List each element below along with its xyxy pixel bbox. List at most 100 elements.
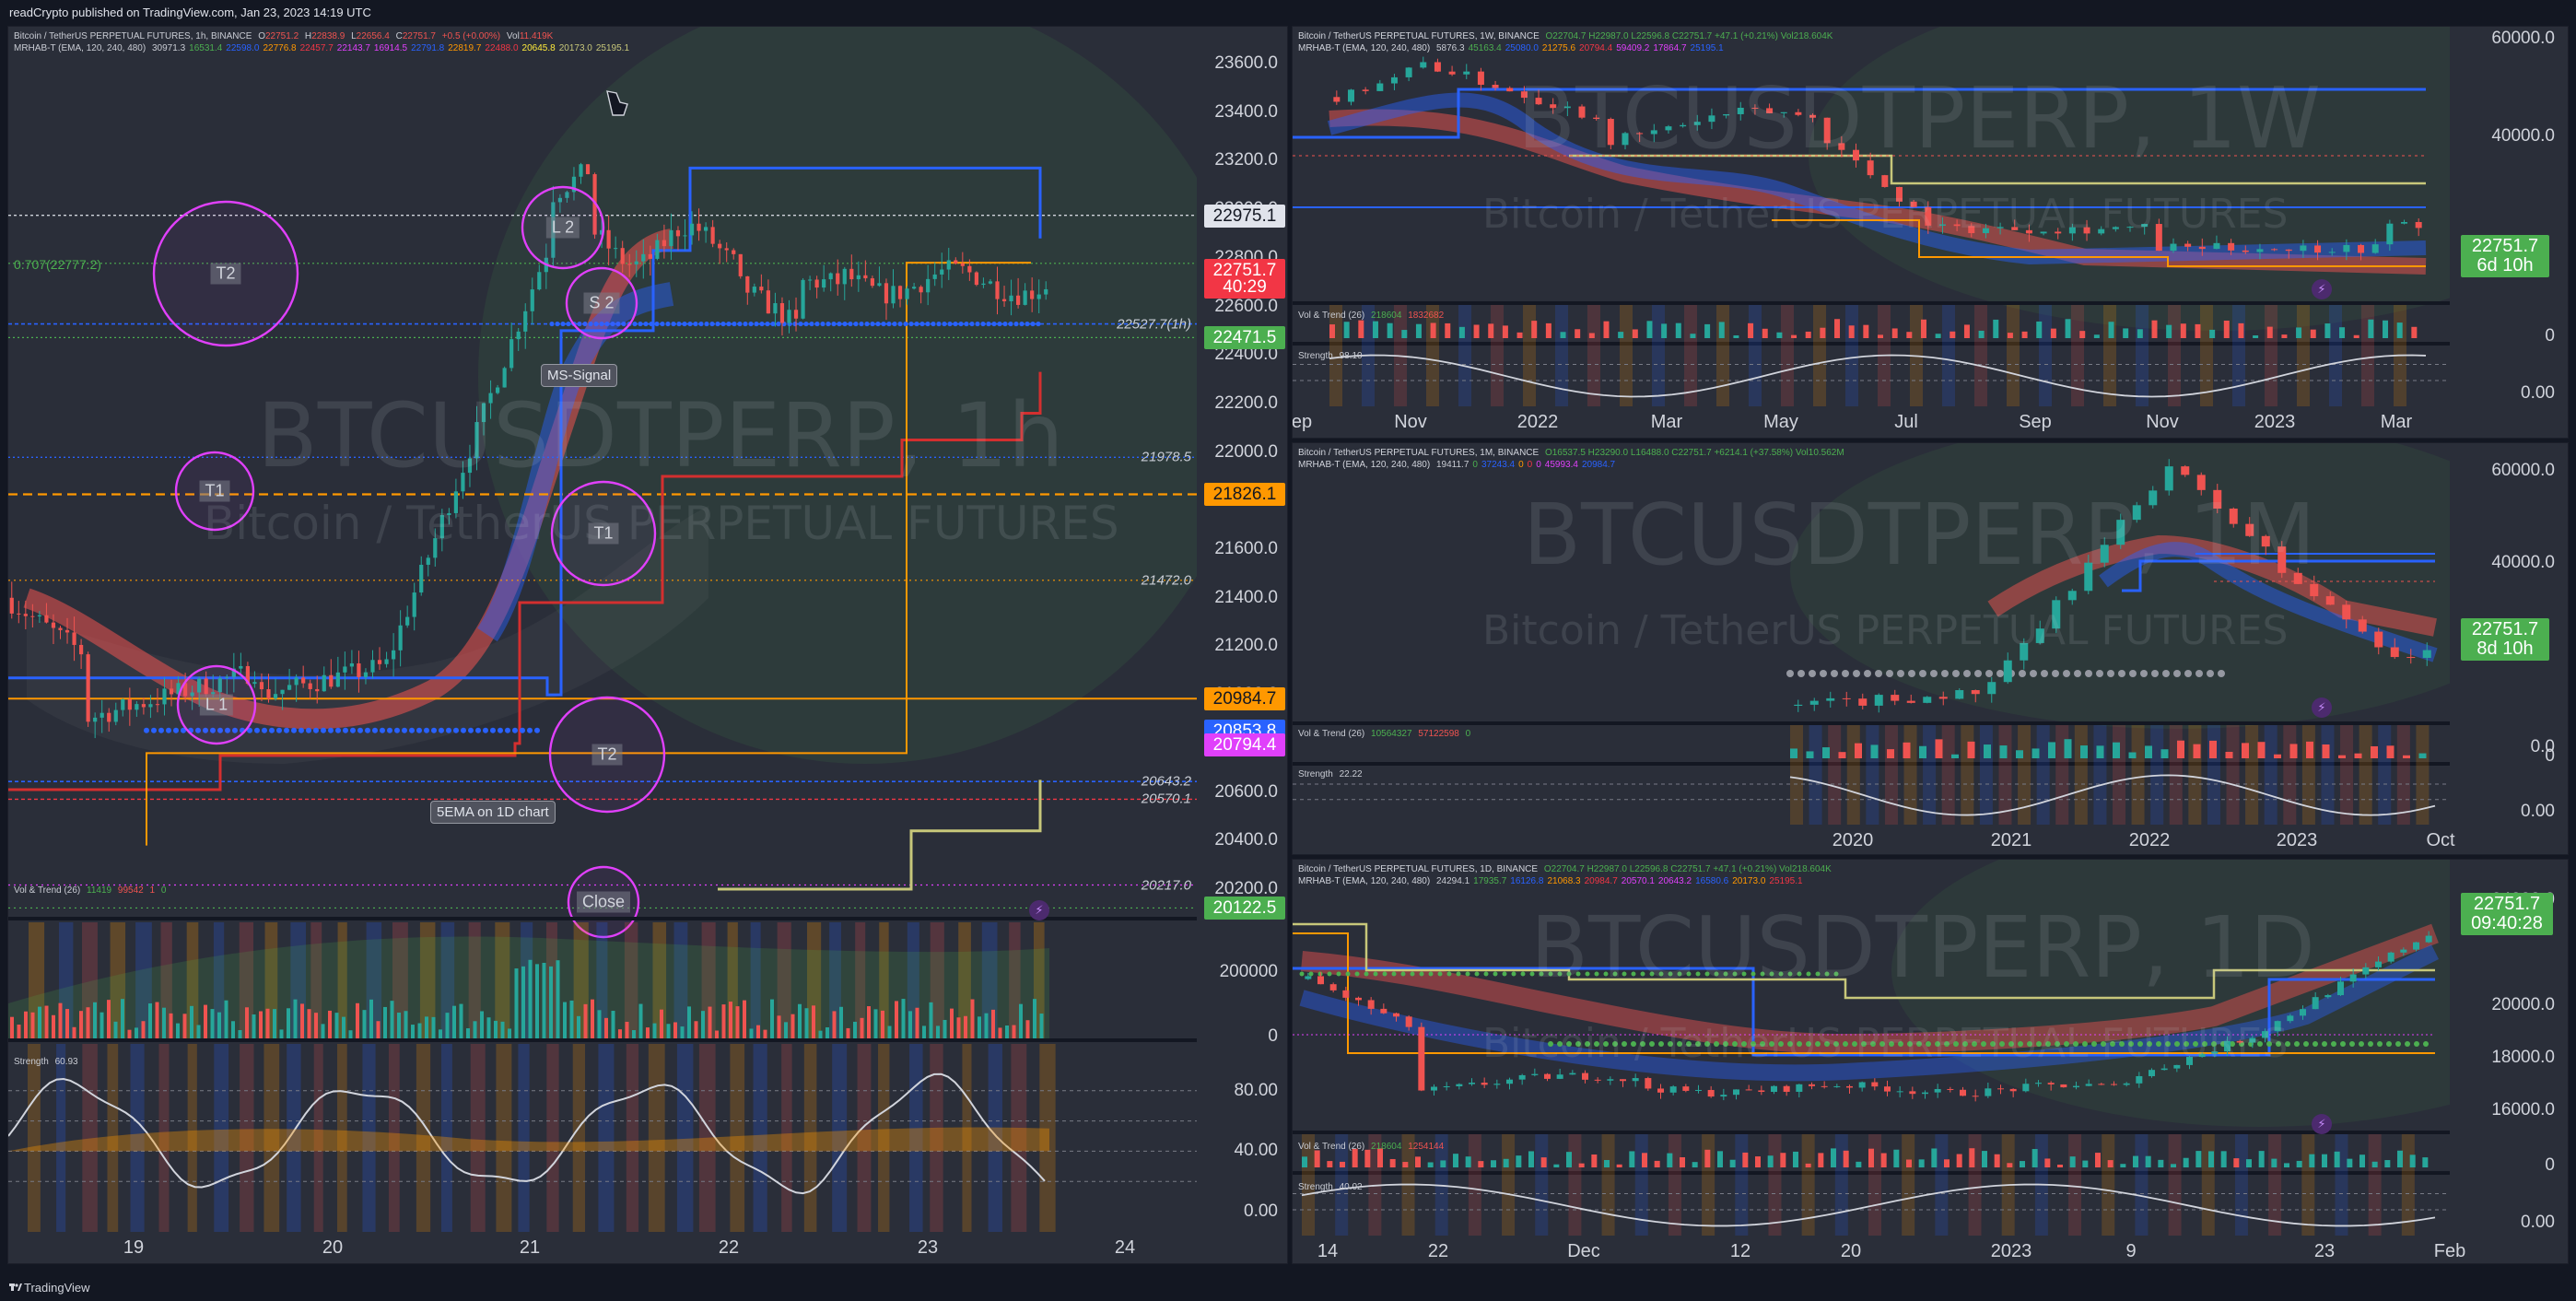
monthly-volume-bar [2160, 749, 2169, 758]
monthly-chart-panel[interactable]: BTCUSDTPERP, 1M Bitcoin / TetherUS PERPE… [1292, 442, 2569, 855]
candle-body [2112, 227, 2119, 229]
monthly-price-box-value: 22751.7 [2471, 619, 2539, 639]
main-blue-dot [1019, 321, 1025, 327]
candle-body [2229, 508, 2238, 524]
main-blue-dot [991, 321, 997, 327]
candle-body [1891, 695, 1900, 701]
candle-body [30, 615, 35, 617]
strength-bg-band [388, 1044, 400, 1232]
main-lightning-icon[interactable]: ⚡ [1029, 900, 1049, 920]
candle-body [2052, 600, 2061, 629]
weekly-time-tick: Nov [2146, 412, 2179, 432]
candle-body [17, 613, 21, 615]
weekly-chart-canvas[interactable] [1293, 27, 2569, 439]
volume-bar [58, 1002, 63, 1038]
weekly-strength-tick: 0.00 [2521, 383, 2555, 403]
monthly-price-tick: 60000.0 [2491, 461, 2555, 480]
daily-dot [1916, 1041, 1922, 1047]
weekly-chart-panel[interactable]: BTCUSDTPERP, 1W Bitcoin / TetherUS PERPE… [1292, 26, 2569, 439]
weekly-volume-bar [1401, 330, 1408, 338]
daily-volume-bar [2208, 1151, 2214, 1167]
candle-body [620, 248, 625, 264]
main-blue-dot [615, 321, 621, 327]
monthly-lightning-icon[interactable]: ⚡ [2312, 697, 2332, 718]
daily-level-line [1293, 922, 2435, 1000]
weekly-lightning-icon[interactable]: ⚡ [2312, 279, 2332, 299]
daily-lightning-icon[interactable]: ⚡ [2312, 1114, 2332, 1134]
candle-body [877, 283, 882, 287]
main-blue-dot [225, 727, 230, 733]
weekly-bg-band [2039, 305, 2052, 406]
main-blue-dot [593, 321, 599, 327]
daily-volume-bar [1503, 1158, 1509, 1167]
monthly-bg-band [2301, 725, 2315, 825]
candle-body [683, 235, 687, 237]
vol-bg-band [855, 922, 866, 1038]
main-blue-dot [715, 321, 720, 327]
monthly-legend[interactable]: Bitcoin / TetherUS PERPETUAL FUTURES, 1M… [1298, 447, 1848, 471]
main-red-step-line [8, 371, 1042, 791]
weekly-time-tick: 2022 [1516, 412, 1559, 432]
candle-body [1669, 1086, 1677, 1093]
daily-volume-bar [2347, 1158, 2353, 1167]
candle-body [266, 689, 271, 699]
monthly-volume-bar [2080, 745, 2088, 758]
daily-dot [2018, 1041, 2023, 1047]
tradingview-logo-text[interactable]: TradingView [24, 1281, 90, 1295]
candle-body [453, 491, 458, 513]
candle-body [2020, 642, 2029, 661]
daily-legend[interactable]: Bitcoin / TetherUS PERPETUAL FUTURES, 1D… [1298, 863, 1835, 887]
candle-body [1317, 976, 1324, 985]
main-blue-dot [720, 321, 726, 327]
main-chart-panel[interactable]: BTCUSDTPERP, 1h Bitcoin / TetherUS PERPE… [7, 26, 1288, 1264]
candle-body [1960, 1089, 1966, 1096]
weekly-time-tick: 2023 [2254, 412, 2296, 432]
main-blue-dot [870, 321, 875, 327]
main-time-axis[interactable]: 19 20 21 22 23 24 [8, 1232, 1197, 1263]
main-chart-canvas[interactable] [8, 27, 1288, 1264]
daily-volume-bar [2107, 1160, 2113, 1167]
daily-dot [1345, 971, 1351, 977]
daily-chart-panel[interactable]: BTCUSDTPERP, 1D Bitcoin / TetherUS PERPE… [1292, 859, 2569, 1264]
candle-body [148, 704, 153, 708]
main-blue-dot [416, 727, 422, 733]
daily-volume-bar [1629, 1151, 1635, 1167]
monthly-volume-bar [1999, 745, 2008, 758]
candle-body [44, 615, 49, 623]
daily-dot [2045, 1041, 2051, 1047]
daily-dot [1852, 1041, 1857, 1047]
daily-indicator-values: 24294.1 17935.7 16126.8 21068.3 20984.7 20570… [1436, 876, 1807, 886]
daily-time-axis[interactable]: 14 22 Dec 12 20 2023 9 23 Feb [1293, 1236, 2465, 1263]
candle-body [37, 615, 41, 616]
monthly-volume-bar [1790, 748, 1797, 758]
candle-body [606, 229, 611, 249]
vol-bg-band [596, 922, 608, 1038]
weekly-vol-v1: 218604 [1371, 311, 1402, 321]
weekly-volume-bar [1445, 322, 1451, 338]
weekly-time-axis[interactable]: ep Nov 2022 Mar May Jul Sep Nov 2023 Mar [1293, 406, 2450, 438]
main-blue-dot [284, 727, 289, 733]
candle-body [836, 273, 840, 285]
volume-bar [804, 1008, 809, 1038]
candle-body [1393, 1013, 1399, 1017]
volume-bar [196, 1025, 201, 1038]
candle-body [863, 275, 868, 279]
main-blue-dot [748, 321, 754, 327]
candle-body [301, 677, 306, 684]
main-legend[interactable]: Bitcoin / TetherUS PERPETUAL FUTURES, 1h… [14, 30, 637, 54]
weekly-legend[interactable]: Bitcoin / TetherUS PERPETUAL FUTURES, 1W… [1298, 30, 1836, 54]
daily-volume-bar [2322, 1154, 2327, 1167]
monthly-dot [2107, 670, 2114, 677]
candle-body [141, 704, 146, 708]
monthly-dot [1908, 670, 1915, 677]
tradingview-logo-icon[interactable] [9, 1281, 22, 1294]
daily-time-tick: 12 [1729, 1241, 1751, 1261]
volume-bar [404, 1011, 408, 1038]
candle-body [1645, 1078, 1652, 1089]
candle-body [1858, 1082, 1866, 1088]
candle-body [100, 712, 104, 718]
daily-dot [1640, 1041, 1645, 1047]
monthly-time-axis[interactable]: 2020 2021 2022 2023 Oct [1293, 825, 2455, 854]
main-blue-dot [560, 321, 566, 327]
main-ema-label: 0.707(22777.2) [14, 257, 101, 272]
